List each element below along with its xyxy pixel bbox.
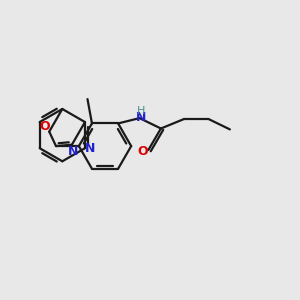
Text: N: N xyxy=(85,142,95,155)
Text: H: H xyxy=(137,106,146,116)
Text: N: N xyxy=(68,145,79,158)
Text: O: O xyxy=(138,145,148,158)
Text: N: N xyxy=(136,111,146,124)
Text: O: O xyxy=(40,120,50,133)
